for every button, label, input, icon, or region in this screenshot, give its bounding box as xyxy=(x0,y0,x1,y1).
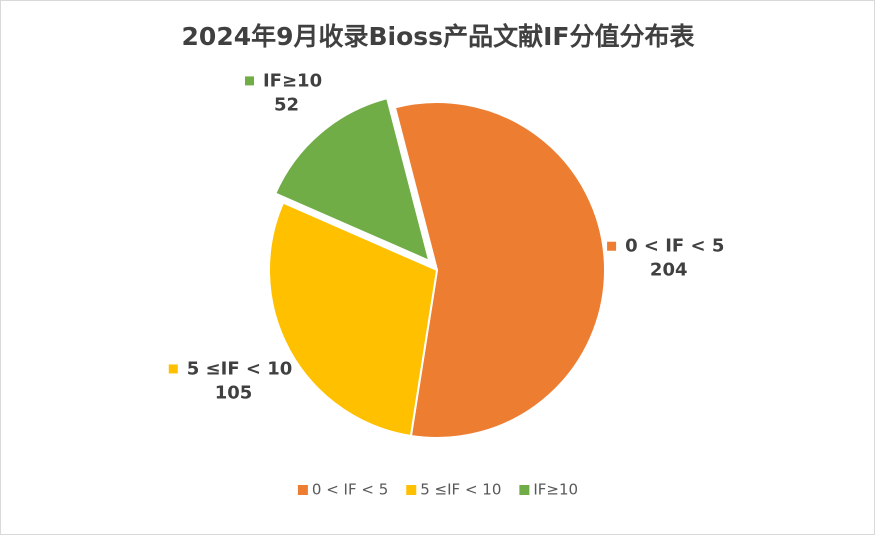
pie-slice xyxy=(274,96,431,263)
data-label-category: 0 < IF < 5 xyxy=(625,236,724,257)
data-label-marker xyxy=(168,364,178,374)
data-label-marker xyxy=(607,241,617,251)
legend-marker xyxy=(406,485,417,495)
legend-marker xyxy=(519,485,530,495)
legend-label: 5 ≤IF < 10 xyxy=(420,481,501,499)
chart-title: 2024年9月收录Bioss产品文献IF分值分布表 xyxy=(182,22,696,51)
pie-slice xyxy=(393,101,606,439)
data-label-marker xyxy=(244,76,254,86)
legend-label: IF≥10 xyxy=(533,481,578,499)
data-label-category: 5 ≤IF < 10 xyxy=(187,358,293,379)
pie-slice xyxy=(268,201,439,438)
data-label-value: 52 xyxy=(274,94,299,115)
data-label-category: IF≥10 xyxy=(263,70,322,91)
data-label-value: 204 xyxy=(650,260,688,281)
legend-marker xyxy=(297,485,308,495)
legend-label: 0 < IF < 5 xyxy=(312,481,388,499)
data-label-value: 105 xyxy=(215,382,253,403)
